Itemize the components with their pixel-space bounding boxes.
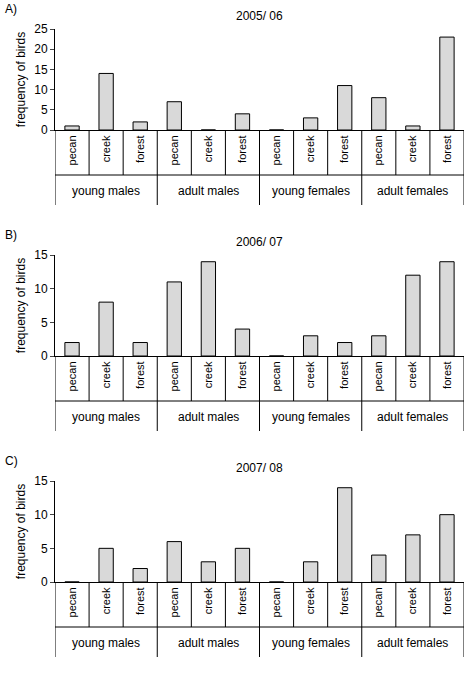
svg-text:pecan: pecan: [372, 361, 384, 391]
svg-text:young males: young males: [72, 410, 140, 424]
svg-text:forest: forest: [236, 135, 248, 163]
svg-text:forest: forest: [134, 135, 146, 163]
svg-text:forest: forest: [338, 587, 350, 615]
svg-text:creek: creek: [406, 361, 418, 388]
svg-text:young females: young females: [272, 184, 350, 198]
svg-text:creek: creek: [406, 135, 418, 162]
svg-text:pecan: pecan: [66, 135, 78, 165]
svg-text:young females: young females: [272, 410, 350, 424]
svg-text:creek: creek: [202, 587, 214, 614]
svg-text:frequency of birds: frequency of birds: [14, 484, 28, 579]
svg-text:pecan: pecan: [168, 587, 180, 617]
svg-text:pecan: pecan: [270, 587, 282, 617]
svg-text:frequency of birds: frequency of birds: [14, 258, 28, 353]
svg-text:25: 25: [34, 22, 48, 36]
svg-text:forest: forest: [236, 587, 248, 615]
svg-text:forest: forest: [441, 135, 453, 163]
svg-text:forest: forest: [134, 587, 146, 615]
svg-text:pecan: pecan: [372, 135, 384, 165]
svg-text:15: 15: [34, 63, 48, 77]
svg-text:creek: creek: [202, 361, 214, 388]
svg-text:creek: creek: [202, 135, 214, 162]
svg-text:creek: creek: [304, 361, 316, 388]
svg-text:2005/ 06: 2005/ 06: [236, 9, 283, 23]
svg-text:adult females: adult females: [377, 184, 448, 198]
svg-text:5: 5: [41, 542, 48, 556]
svg-text:forest: forest: [338, 361, 350, 389]
svg-text:creek: creek: [100, 361, 112, 388]
svg-text:forest: forest: [441, 587, 453, 615]
svg-text:0: 0: [41, 575, 48, 589]
svg-text:young males: young males: [72, 636, 140, 650]
svg-text:10: 10: [34, 83, 48, 97]
svg-text:creek: creek: [100, 135, 112, 162]
svg-text:A): A): [5, 2, 17, 16]
svg-text:forest: forest: [236, 361, 248, 389]
svg-text:15: 15: [34, 248, 48, 262]
svg-text:pecan: pecan: [168, 135, 180, 165]
svg-text:adult males: adult males: [178, 410, 239, 424]
svg-text:pecan: pecan: [168, 361, 180, 391]
svg-text:pecan: pecan: [372, 587, 384, 617]
svg-text:20: 20: [34, 42, 48, 56]
svg-text:0: 0: [41, 123, 48, 137]
svg-text:creek: creek: [406, 587, 418, 614]
svg-text:pecan: pecan: [66, 361, 78, 391]
svg-text:young females: young females: [272, 636, 350, 650]
svg-text:adult males: adult males: [178, 636, 239, 650]
svg-text:pecan: pecan: [66, 587, 78, 617]
svg-text:adult males: adult males: [178, 184, 239, 198]
svg-text:10: 10: [34, 508, 48, 522]
svg-text:15: 15: [34, 474, 48, 488]
svg-text:frequency of birds: frequency of birds: [14, 32, 28, 127]
svg-text:adult females: adult females: [377, 410, 448, 424]
svg-text:creek: creek: [304, 135, 316, 162]
svg-text:2006/ 07: 2006/ 07: [236, 235, 283, 249]
svg-text:pecan: pecan: [270, 135, 282, 165]
svg-text:creek: creek: [304, 587, 316, 614]
svg-text:pecan: pecan: [270, 361, 282, 391]
svg-text:adult females: adult females: [377, 636, 448, 650]
svg-text:C): C): [5, 454, 18, 468]
svg-text:0: 0: [41, 349, 48, 363]
svg-text:B): B): [5, 228, 17, 242]
svg-text:forest: forest: [338, 135, 350, 163]
svg-text:5: 5: [41, 316, 48, 330]
svg-text:young males: young males: [72, 184, 140, 198]
svg-text:10: 10: [34, 282, 48, 296]
svg-text:forest: forest: [441, 361, 453, 389]
svg-text:5: 5: [41, 103, 48, 117]
svg-text:creek: creek: [100, 587, 112, 614]
svg-text:forest: forest: [134, 361, 146, 389]
svg-text:2007/ 08: 2007/ 08: [236, 461, 283, 475]
